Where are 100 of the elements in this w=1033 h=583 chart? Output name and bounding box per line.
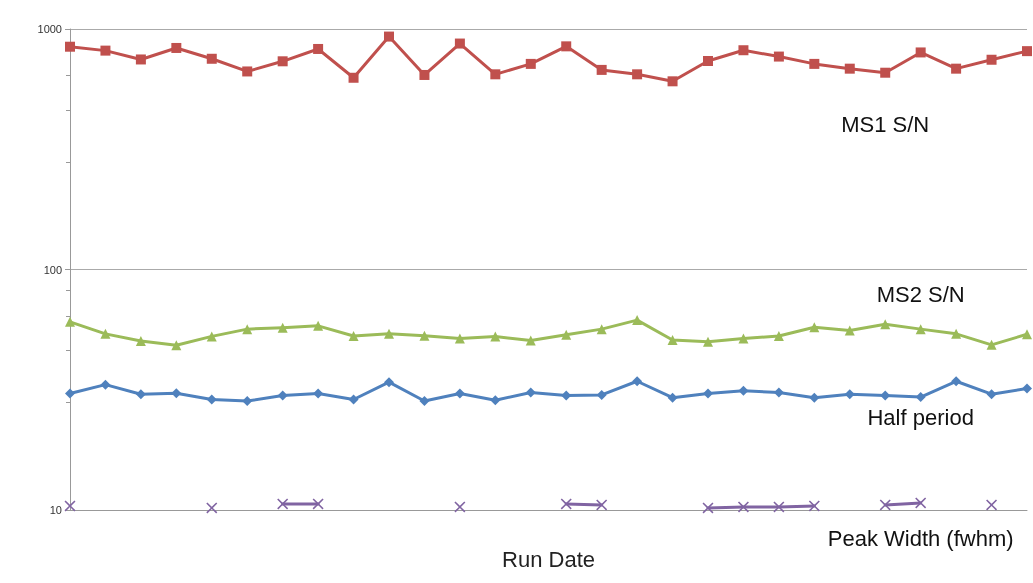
point — [490, 395, 501, 406]
point — [773, 331, 784, 342]
point — [809, 58, 820, 69]
point — [560, 498, 572, 510]
point — [313, 43, 324, 54]
point — [313, 388, 324, 399]
point — [703, 388, 713, 399]
point — [561, 329, 572, 340]
point — [206, 502, 218, 514]
point — [738, 333, 749, 344]
point — [737, 501, 749, 513]
point — [915, 497, 927, 509]
point — [206, 394, 217, 405]
point — [135, 336, 146, 347]
point — [100, 328, 111, 339]
point — [844, 389, 855, 400]
point — [135, 389, 146, 400]
point — [384, 377, 394, 388]
point — [703, 336, 713, 347]
point — [986, 389, 997, 400]
point — [809, 392, 820, 403]
point — [65, 388, 75, 399]
point — [419, 395, 430, 406]
point — [596, 389, 607, 400]
point — [809, 322, 820, 333]
point — [348, 331, 359, 342]
point — [312, 498, 324, 510]
point — [880, 319, 891, 330]
point — [986, 339, 997, 350]
point — [844, 325, 855, 336]
point — [951, 376, 962, 387]
point — [738, 385, 749, 396]
point — [454, 38, 465, 49]
point — [525, 387, 536, 398]
point — [525, 335, 536, 346]
point — [64, 500, 76, 512]
point — [419, 69, 430, 80]
point — [951, 328, 962, 339]
point — [773, 51, 784, 62]
point — [667, 76, 678, 87]
point — [277, 56, 288, 67]
point — [986, 499, 998, 511]
point — [773, 501, 785, 513]
point — [596, 324, 607, 335]
point — [277, 390, 288, 401]
point — [171, 42, 182, 53]
point — [632, 376, 643, 387]
point — [277, 322, 288, 333]
point — [915, 392, 926, 403]
point — [65, 41, 75, 52]
point — [738, 45, 749, 56]
point — [454, 501, 466, 513]
series-label: MS2 S/N — [876, 281, 965, 307]
point — [242, 395, 253, 406]
point — [1022, 329, 1032, 340]
point — [702, 502, 714, 514]
y-tick-label: 100 — [43, 263, 62, 276]
point — [667, 392, 678, 403]
series-label: Peak Width (fwhm) — [827, 525, 1014, 551]
point — [171, 340, 182, 351]
point — [880, 67, 891, 78]
point — [808, 500, 820, 512]
point — [773, 387, 784, 398]
point — [1022, 383, 1032, 394]
point — [915, 324, 926, 335]
point — [703, 56, 713, 67]
point — [951, 63, 962, 74]
point — [561, 41, 572, 52]
point — [879, 499, 891, 511]
point — [419, 330, 430, 341]
point — [242, 66, 253, 77]
point — [454, 333, 465, 344]
point — [596, 64, 607, 75]
point — [206, 53, 217, 64]
point — [490, 331, 501, 342]
y-tick-label: 1000 — [37, 23, 62, 35]
point — [100, 379, 111, 390]
point — [490, 69, 501, 80]
point — [277, 498, 289, 510]
point — [348, 394, 359, 405]
point — [313, 320, 324, 331]
point — [171, 388, 182, 399]
y-tick-label: 10 — [49, 504, 62, 516]
point — [384, 328, 394, 339]
point — [348, 72, 359, 83]
series-label: Half period — [867, 404, 974, 430]
point — [65, 316, 75, 327]
point — [1022, 46, 1032, 57]
point — [135, 54, 146, 65]
point — [384, 31, 394, 42]
point — [667, 335, 678, 346]
point — [454, 388, 465, 399]
point — [632, 315, 643, 326]
point — [100, 45, 111, 56]
point — [880, 390, 891, 401]
x-axis-title: Run Date — [502, 546, 595, 572]
series-label: MS1 S/N — [841, 112, 930, 138]
point — [242, 324, 253, 335]
point — [632, 69, 643, 80]
point — [915, 47, 926, 58]
